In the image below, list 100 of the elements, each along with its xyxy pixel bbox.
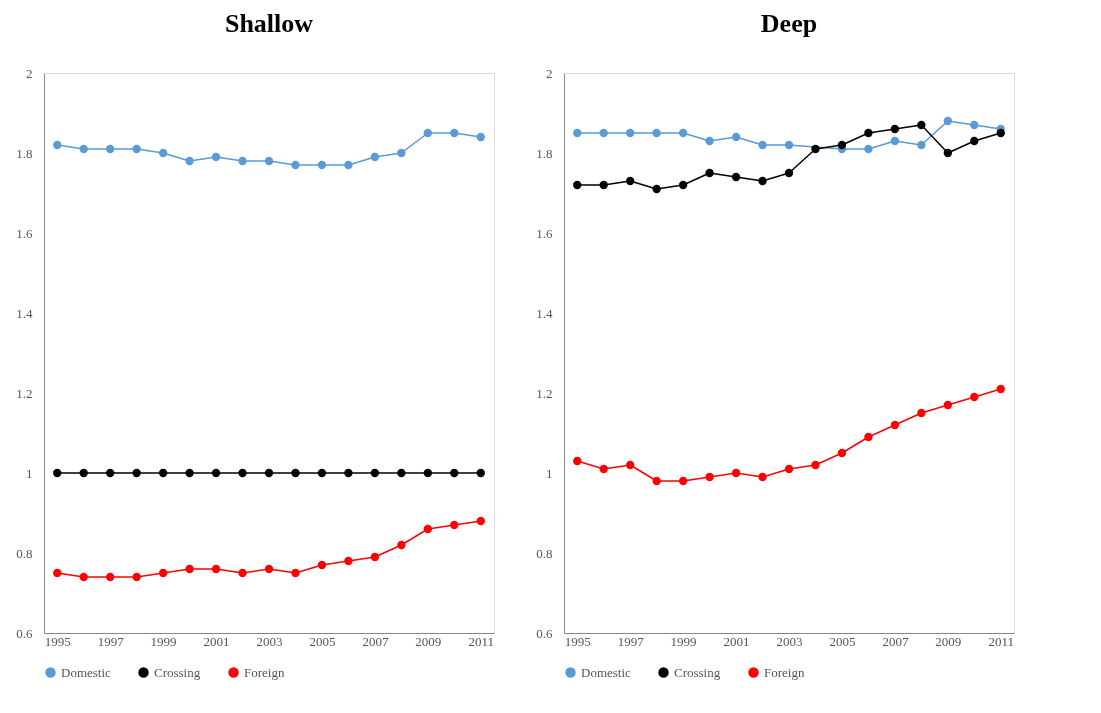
x-tick-label: 2009: [935, 633, 962, 649]
point: [344, 468, 353, 478]
point: [370, 468, 380, 478]
point: [423, 128, 433, 138]
point: [344, 160, 353, 170]
point: [731, 132, 741, 142]
point: [291, 160, 300, 170]
point: [599, 128, 608, 138]
point: [758, 472, 767, 482]
y-tick-label: 1.2: [16, 385, 33, 401]
x-tick-label: 2005: [309, 633, 336, 649]
point: [158, 468, 168, 478]
point: [476, 468, 485, 478]
point: [758, 176, 767, 186]
x-tick-label: 1999: [670, 633, 697, 649]
point: [573, 456, 582, 466]
point: [784, 140, 794, 150]
point: [264, 156, 274, 166]
y-tick-label: 1.6: [536, 225, 553, 241]
x-tick-label: 2001: [723, 633, 750, 649]
point: [238, 468, 247, 478]
point: [731, 172, 741, 182]
y-tick-label: 0.6: [536, 625, 553, 641]
point: [678, 128, 688, 138]
x-tick-label: 2011: [468, 633, 495, 649]
x-tick-label: 2011: [988, 633, 1015, 649]
point: [211, 468, 221, 478]
point: [397, 468, 406, 478]
point: [132, 572, 141, 582]
y-tick-label: 1.4: [16, 305, 33, 321]
point: [291, 568, 300, 578]
point: [264, 468, 274, 478]
point: [943, 116, 953, 126]
point: [652, 476, 661, 486]
y-tick-label: 0.6: [16, 625, 33, 641]
point: [837, 448, 847, 458]
point: [211, 152, 221, 162]
point: [599, 464, 608, 474]
point: [864, 432, 873, 442]
x-tick-label: 1995: [564, 633, 591, 649]
point: [837, 140, 847, 150]
point: [705, 472, 714, 482]
point: [811, 460, 820, 470]
point: [185, 564, 194, 574]
point: [943, 148, 953, 158]
x-tick-label: 2003: [776, 633, 803, 649]
point: [397, 540, 406, 550]
legend-label: Domestic: [581, 664, 632, 680]
point: [784, 464, 794, 474]
x-tick-label: 2001: [203, 633, 230, 649]
x-tick-label: 2009: [415, 633, 442, 649]
y-tick-label: 1.8: [16, 145, 33, 161]
point: [105, 572, 115, 582]
point: [917, 120, 926, 130]
point: [890, 136, 900, 146]
point: [423, 524, 433, 534]
y-tick-label: 0.8: [536, 545, 553, 561]
point: [864, 144, 873, 154]
point: [784, 168, 794, 178]
point: [678, 180, 688, 190]
point: [811, 144, 820, 154]
point: [317, 560, 327, 570]
point: [344, 556, 353, 566]
legend-label: Crossing: [674, 664, 721, 680]
x-tick-label: 2003: [256, 633, 283, 649]
point: [476, 132, 485, 142]
point: [105, 468, 115, 478]
point: [652, 128, 661, 138]
y-tick-label: 1.4: [536, 305, 553, 321]
point: [317, 468, 327, 478]
point: [317, 160, 327, 170]
point: [238, 568, 247, 578]
y-tick-label: 2: [26, 65, 33, 81]
point: [105, 144, 115, 154]
point: [917, 408, 926, 418]
x-tick-label: 1997: [617, 633, 645, 649]
y-tick-label: 1.8: [536, 145, 553, 161]
x-tick-label: 1995: [44, 633, 71, 649]
point: [758, 140, 767, 150]
point: [625, 460, 635, 470]
point: [996, 384, 1005, 394]
x-tick-label: 2005: [829, 633, 856, 649]
point: [132, 144, 141, 154]
point: [943, 400, 953, 410]
point: [79, 572, 88, 582]
point: [397, 148, 406, 158]
chart-title: Deep: [760, 9, 818, 38]
point: [158, 568, 168, 578]
point: [185, 468, 194, 478]
point: [970, 136, 979, 146]
point: [890, 124, 900, 134]
point: [678, 476, 688, 486]
point: [185, 156, 194, 166]
point: [731, 468, 741, 478]
legend-label: Foreign: [764, 664, 805, 680]
y-tick-label: 0.8: [16, 545, 33, 561]
point: [864, 128, 873, 138]
point: [450, 520, 459, 530]
point: [573, 128, 582, 138]
point: [705, 168, 714, 178]
